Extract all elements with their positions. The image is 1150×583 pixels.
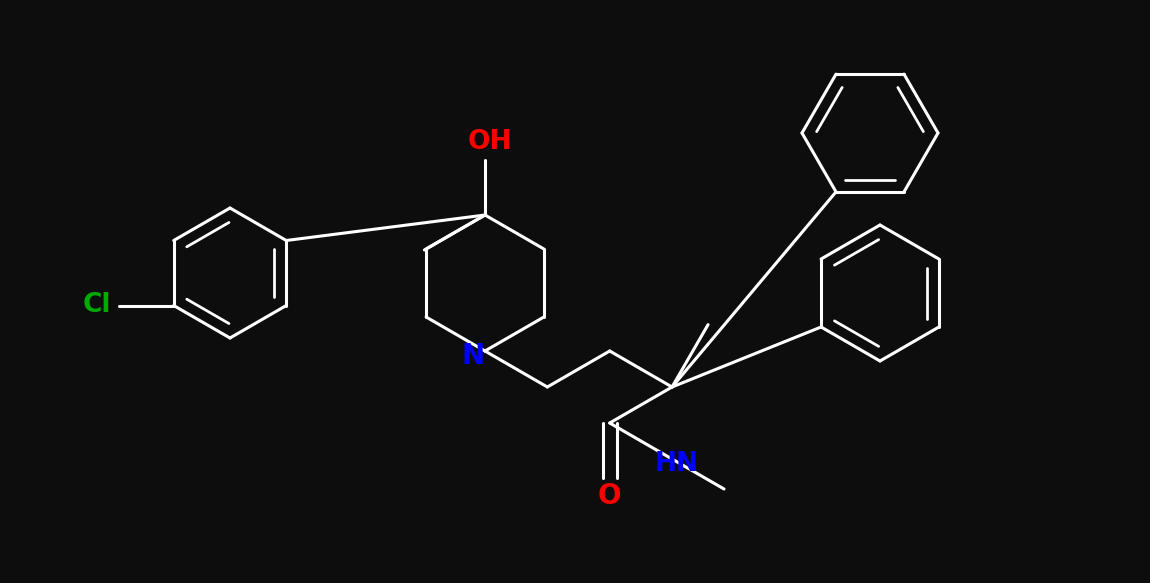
Text: OH: OH (468, 129, 512, 155)
Text: O: O (598, 482, 621, 510)
Text: Cl: Cl (83, 293, 110, 318)
Text: N: N (461, 342, 484, 370)
Text: HN: HN (656, 451, 699, 477)
